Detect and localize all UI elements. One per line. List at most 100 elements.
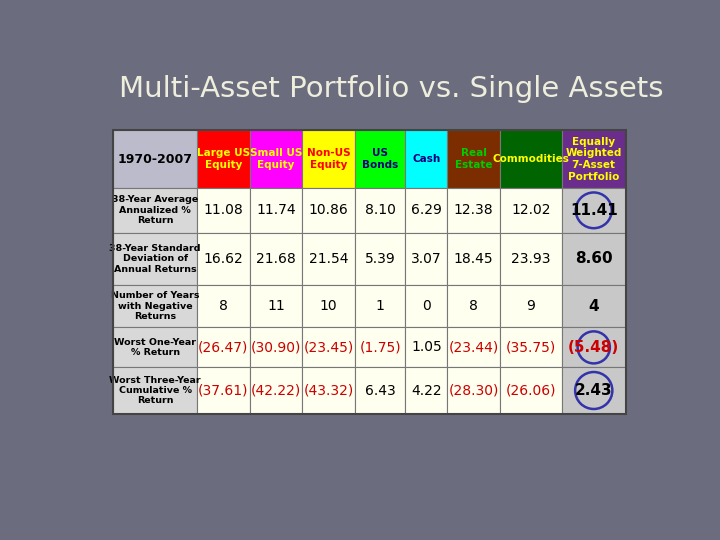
Text: 12.38: 12.38 <box>454 204 493 217</box>
Bar <box>250 367 302 414</box>
Bar <box>113 130 197 188</box>
Bar <box>197 327 250 367</box>
Bar <box>355 285 405 327</box>
Bar <box>562 327 626 367</box>
Text: 38-Year Average
Annualized %
Return: 38-Year Average Annualized % Return <box>112 195 198 225</box>
Bar <box>405 327 447 367</box>
Text: (43.32): (43.32) <box>304 383 354 397</box>
Text: (30.90): (30.90) <box>251 340 301 354</box>
Text: 1: 1 <box>376 299 384 313</box>
Text: 38-Year Standard
Deviation of
Annual Returns: 38-Year Standard Deviation of Annual Ret… <box>109 244 201 274</box>
Text: (1.75): (1.75) <box>359 340 401 354</box>
Text: 6.43: 6.43 <box>365 383 395 397</box>
Text: 3.07: 3.07 <box>411 252 441 266</box>
Bar <box>250 130 302 188</box>
Bar <box>302 367 355 414</box>
Bar <box>562 367 626 414</box>
Bar <box>113 367 197 414</box>
Bar <box>250 188 302 233</box>
Bar <box>562 188 626 233</box>
Bar <box>447 327 500 367</box>
Bar <box>302 130 355 188</box>
Bar <box>197 188 250 233</box>
Text: 12.02: 12.02 <box>511 204 551 217</box>
Text: Worst Three-Year
Cumulative %
Return: Worst Three-Year Cumulative % Return <box>109 376 201 406</box>
Bar <box>197 130 250 188</box>
Bar <box>447 130 500 188</box>
Bar <box>500 367 562 414</box>
Bar <box>447 188 500 233</box>
Bar <box>113 327 197 367</box>
Bar <box>500 327 562 367</box>
Text: 6.29: 6.29 <box>411 204 442 217</box>
Bar <box>302 233 355 285</box>
Text: Equally
Weighted
7-Asset
Portfolio: Equally Weighted 7-Asset Portfolio <box>566 137 622 181</box>
Text: (26.47): (26.47) <box>198 340 248 354</box>
Text: 11: 11 <box>267 299 285 313</box>
Text: Small US
Equity: Small US Equity <box>250 148 302 170</box>
Bar <box>355 130 405 188</box>
Bar <box>562 233 626 285</box>
Bar <box>355 188 405 233</box>
Bar <box>250 327 302 367</box>
Bar <box>355 367 405 414</box>
Bar <box>113 233 197 285</box>
Text: 0: 0 <box>422 299 431 313</box>
Bar <box>562 285 626 327</box>
Text: (26.06): (26.06) <box>505 383 557 397</box>
Bar <box>197 367 250 414</box>
Text: 11.74: 11.74 <box>256 204 296 217</box>
Text: Cash: Cash <box>413 154 441 164</box>
Text: Real
Estate: Real Estate <box>455 148 492 170</box>
Text: 21.68: 21.68 <box>256 252 296 266</box>
Bar <box>405 285 447 327</box>
Text: 4.22: 4.22 <box>411 383 441 397</box>
Bar <box>250 285 302 327</box>
Bar <box>500 130 562 188</box>
Text: (23.45): (23.45) <box>304 340 354 354</box>
Bar <box>405 130 447 188</box>
Text: Multi-Asset Portfolio vs. Single Assets: Multi-Asset Portfolio vs. Single Assets <box>120 76 664 104</box>
Text: Number of Years
with Negative
Returns: Number of Years with Negative Returns <box>111 291 199 321</box>
Bar <box>405 188 447 233</box>
Bar <box>500 188 562 233</box>
Text: 5.39: 5.39 <box>365 252 395 266</box>
Text: 10: 10 <box>320 299 338 313</box>
Bar <box>355 233 405 285</box>
Text: 8: 8 <box>219 299 228 313</box>
Text: (5.48): (5.48) <box>568 340 619 355</box>
Bar <box>355 327 405 367</box>
Text: 8: 8 <box>469 299 478 313</box>
Text: Large US
Equity: Large US Equity <box>197 148 250 170</box>
Text: 4: 4 <box>588 299 599 314</box>
Text: 21.54: 21.54 <box>309 252 348 266</box>
Bar <box>197 233 250 285</box>
Bar <box>302 285 355 327</box>
Text: 18.45: 18.45 <box>454 252 493 266</box>
Text: Non-US
Equity: Non-US Equity <box>307 148 351 170</box>
Text: 8.60: 8.60 <box>575 251 613 266</box>
Bar <box>197 285 250 327</box>
Bar <box>250 233 302 285</box>
Text: Worst One-Year
% Return: Worst One-Year % Return <box>114 338 196 357</box>
Bar <box>405 233 447 285</box>
Text: (28.30): (28.30) <box>449 383 499 397</box>
Bar <box>447 285 500 327</box>
Bar <box>500 233 562 285</box>
Text: 2.43: 2.43 <box>575 383 613 398</box>
Bar <box>447 233 500 285</box>
Bar <box>113 188 197 233</box>
Text: (35.75): (35.75) <box>506 340 556 354</box>
Bar <box>302 188 355 233</box>
Bar <box>113 285 197 327</box>
Text: 11.08: 11.08 <box>204 204 243 217</box>
Bar <box>447 367 500 414</box>
Bar <box>562 130 626 188</box>
Bar <box>500 285 562 327</box>
Text: US
Bonds: US Bonds <box>362 148 398 170</box>
Bar <box>113 130 626 414</box>
Text: (37.61): (37.61) <box>198 383 248 397</box>
Bar <box>405 367 447 414</box>
Text: (42.22): (42.22) <box>251 383 301 397</box>
Bar <box>302 327 355 367</box>
